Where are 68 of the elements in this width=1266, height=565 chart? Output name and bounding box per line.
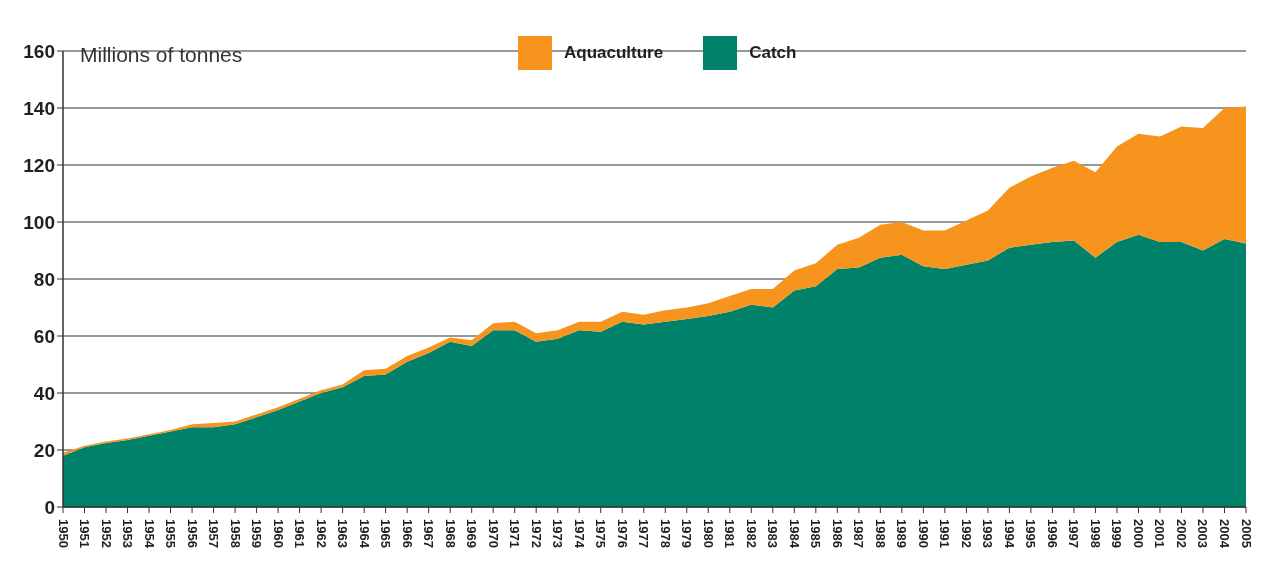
x-tick-label: 1991 <box>937 519 953 548</box>
y-tick-label: 0 <box>44 496 55 518</box>
x-tick-label: 1987 <box>851 519 867 548</box>
x-tick-label: 1966 <box>399 519 415 548</box>
x-tick-label: 1959 <box>249 519 265 548</box>
x-tick-label: 1998 <box>1087 519 1103 548</box>
x-tick-label: 1980 <box>700 519 716 548</box>
x-tick-label: 1990 <box>915 519 931 548</box>
x-tick-label: 1972 <box>528 519 544 548</box>
x-tick-label: 1958 <box>227 519 243 548</box>
y-tick-label: 20 <box>33 439 55 461</box>
x-tick-label: 1968 <box>442 519 458 548</box>
x-tick-label: 2002 <box>1173 519 1189 548</box>
x-tick-label: 1981 <box>722 519 738 548</box>
x-tick-label: 1976 <box>614 519 630 548</box>
x-tick-label: 1984 <box>786 519 802 549</box>
y-tick-label: 140 <box>23 97 55 119</box>
x-tick-label: 1992 <box>958 519 974 548</box>
x-tick-label: 2005 <box>1238 519 1254 548</box>
legend-label: Aquaculture <box>564 43 664 63</box>
x-tick-label: 1982 <box>743 519 759 548</box>
legend-label: Catch <box>749 43 797 63</box>
x-tick-label: 1965 <box>378 519 394 548</box>
y-tick-label: 40 <box>33 382 55 404</box>
x-tick-label: 1957 <box>206 519 222 548</box>
x-tick-label: 1956 <box>184 519 200 548</box>
x-tick-label: 1975 <box>593 519 609 548</box>
x-tick-label: 1977 <box>636 519 652 548</box>
y-axis-title: Millions of tonnes <box>80 43 243 67</box>
x-tick-label: 1996 <box>1044 519 1060 548</box>
x-tick-label: 2003 <box>1195 519 1211 548</box>
x-tick-label: 1970 <box>485 519 501 548</box>
x-tick-label: 1967 <box>421 519 437 548</box>
x-tick-label: 1997 <box>1066 519 1082 548</box>
x-tick-label: 1954 <box>141 519 157 549</box>
x-tick-label: 1995 <box>1023 519 1039 548</box>
y-tick-label: 160 <box>23 40 55 62</box>
x-tick-label: 1974 <box>571 519 587 549</box>
x-tick-label: 1988 <box>872 519 888 548</box>
x-tick-label: 1960 <box>270 519 286 548</box>
x-tick-label: 1979 <box>679 519 695 548</box>
x-tick-label: 2001 <box>1152 519 1168 548</box>
x-tick-label: 1983 <box>765 519 781 548</box>
x-tick-label: 1955 <box>163 519 179 548</box>
x-tick-label: 1973 <box>550 519 566 548</box>
x-tick-label: 1999 <box>1109 519 1125 548</box>
x-tick-label: 1963 <box>335 519 351 548</box>
x-tick-label: 2000 <box>1130 519 1146 548</box>
y-tick-label: 60 <box>33 325 55 347</box>
x-tick-label: 1951 <box>77 519 93 548</box>
x-tick-label: 1969 <box>464 519 480 548</box>
x-tick-label: 1994 <box>1001 519 1017 549</box>
x-tick-label: 1985 <box>808 519 824 548</box>
x-tick-label: 1952 <box>98 519 114 548</box>
x-tick-label: 2004 <box>1216 519 1232 549</box>
x-tick-label: 1962 <box>313 519 329 548</box>
x-tick-label: 1986 <box>829 519 845 548</box>
x-tick-label: 1971 <box>507 519 523 548</box>
x-tick-label: 1978 <box>657 519 673 548</box>
x-tick-label: 1989 <box>894 519 910 548</box>
y-tick-label: 100 <box>23 211 55 233</box>
x-tick-label: 1950 <box>55 519 71 548</box>
x-tick-label: 1953 <box>120 519 136 548</box>
x-tick-label: 1964 <box>356 519 372 549</box>
x-tick-label: 1961 <box>292 519 308 548</box>
y-tick-label: 80 <box>33 268 55 290</box>
y-tick-label: 120 <box>23 154 55 176</box>
x-tick-label: 1993 <box>980 519 996 548</box>
